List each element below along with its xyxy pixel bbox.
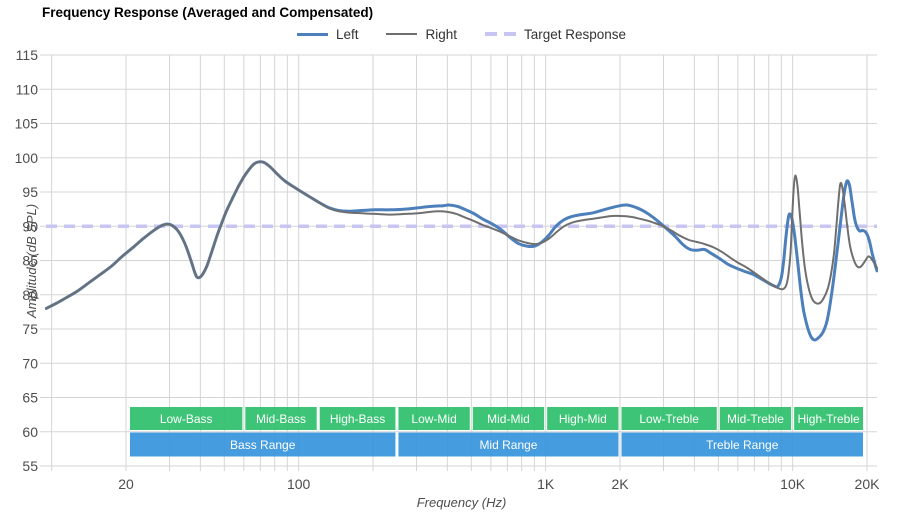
response-curves xyxy=(45,160,878,342)
y-tick-label: 55 xyxy=(22,458,38,474)
y-tick-label: 100 xyxy=(15,150,39,166)
sub-band-label: Low-Bass xyxy=(160,412,213,426)
sub-band xyxy=(794,407,863,430)
right-line-swatch xyxy=(386,33,418,35)
x-tick-label: 20K xyxy=(855,476,881,492)
left-line-swatch xyxy=(296,32,328,36)
y-tick-label: 80 xyxy=(22,287,38,303)
x-axis-title: Frequency (Hz) xyxy=(416,495,507,510)
sub-band-label: Mid-Mid xyxy=(487,412,530,426)
sub-band xyxy=(319,407,396,430)
y-tick-label: 65 xyxy=(22,390,38,406)
sub-band-label: High-Treble xyxy=(797,412,860,426)
y-tick-label: 60 xyxy=(22,424,38,440)
legend-item-target: Target Response xyxy=(484,26,627,42)
right-curve xyxy=(45,160,878,310)
y-tick-label: 115 xyxy=(16,47,39,63)
legend-item-right: Right xyxy=(386,27,457,42)
sub-band-label: High-Mid xyxy=(559,412,607,426)
y-tick-label: 110 xyxy=(16,81,39,97)
y-axis-title: Amplitude (dB SPL) xyxy=(24,203,39,318)
main-band xyxy=(130,432,396,457)
main-band xyxy=(398,432,619,457)
left-curve xyxy=(45,160,878,342)
legend-item-left: Left xyxy=(296,26,359,42)
y-tick-label: 95 xyxy=(22,184,38,200)
legend-label-right: Right xyxy=(425,26,457,42)
sub-band xyxy=(621,407,717,430)
sub-band-label: High-Bass xyxy=(330,412,385,426)
sub-band xyxy=(719,407,792,430)
x-tick-label: 2K xyxy=(611,476,629,492)
sub-band xyxy=(472,407,545,430)
legend: Left Right Target Response xyxy=(46,24,877,44)
x-tick-label: 100 xyxy=(287,476,311,492)
legend-label-left: Left xyxy=(335,26,359,42)
sub-band xyxy=(398,407,470,430)
sub-band-label: Mid-Treble xyxy=(727,412,784,426)
y-tick-label: 75 xyxy=(22,321,38,337)
sub-band xyxy=(130,407,243,430)
y-tick-label: 90 xyxy=(22,218,38,234)
chart-title: Frequency Response (Averaged and Compens… xyxy=(42,5,374,20)
sub-band xyxy=(547,407,619,430)
y-tick-label: 70 xyxy=(22,355,38,371)
sub-band-label: Low-Mid xyxy=(411,412,456,426)
x-tick-label: 10K xyxy=(780,476,806,492)
main-band-label: Bass Range xyxy=(230,438,296,452)
x-tick-label: 1K xyxy=(537,476,555,492)
frequency-range-bands: Low-Bass Mid-Bass High-Bass Low-Mid Mid-Mid H… xyxy=(130,407,863,457)
main-band xyxy=(621,432,863,457)
gridlines xyxy=(40,54,877,471)
y-tick-label: 105 xyxy=(15,116,39,132)
main-band-label: Mid Range xyxy=(479,438,537,452)
target-line-swatch xyxy=(484,32,516,36)
x-tick-label: 20 xyxy=(118,476,134,492)
y-tick-label: 85 xyxy=(22,253,38,269)
tick-labels: 115 110 105 100 95 90 85 80 75 70 65 60 55 20 100 1K 2K 1… xyxy=(15,47,880,492)
sub-band xyxy=(245,407,317,430)
sub-band-label: Low-Treble xyxy=(639,412,699,426)
main-band-label: Treble Range xyxy=(706,438,779,452)
legend-label-target: Target Response xyxy=(523,26,627,42)
sub-band-label: Mid-Bass xyxy=(256,412,306,426)
